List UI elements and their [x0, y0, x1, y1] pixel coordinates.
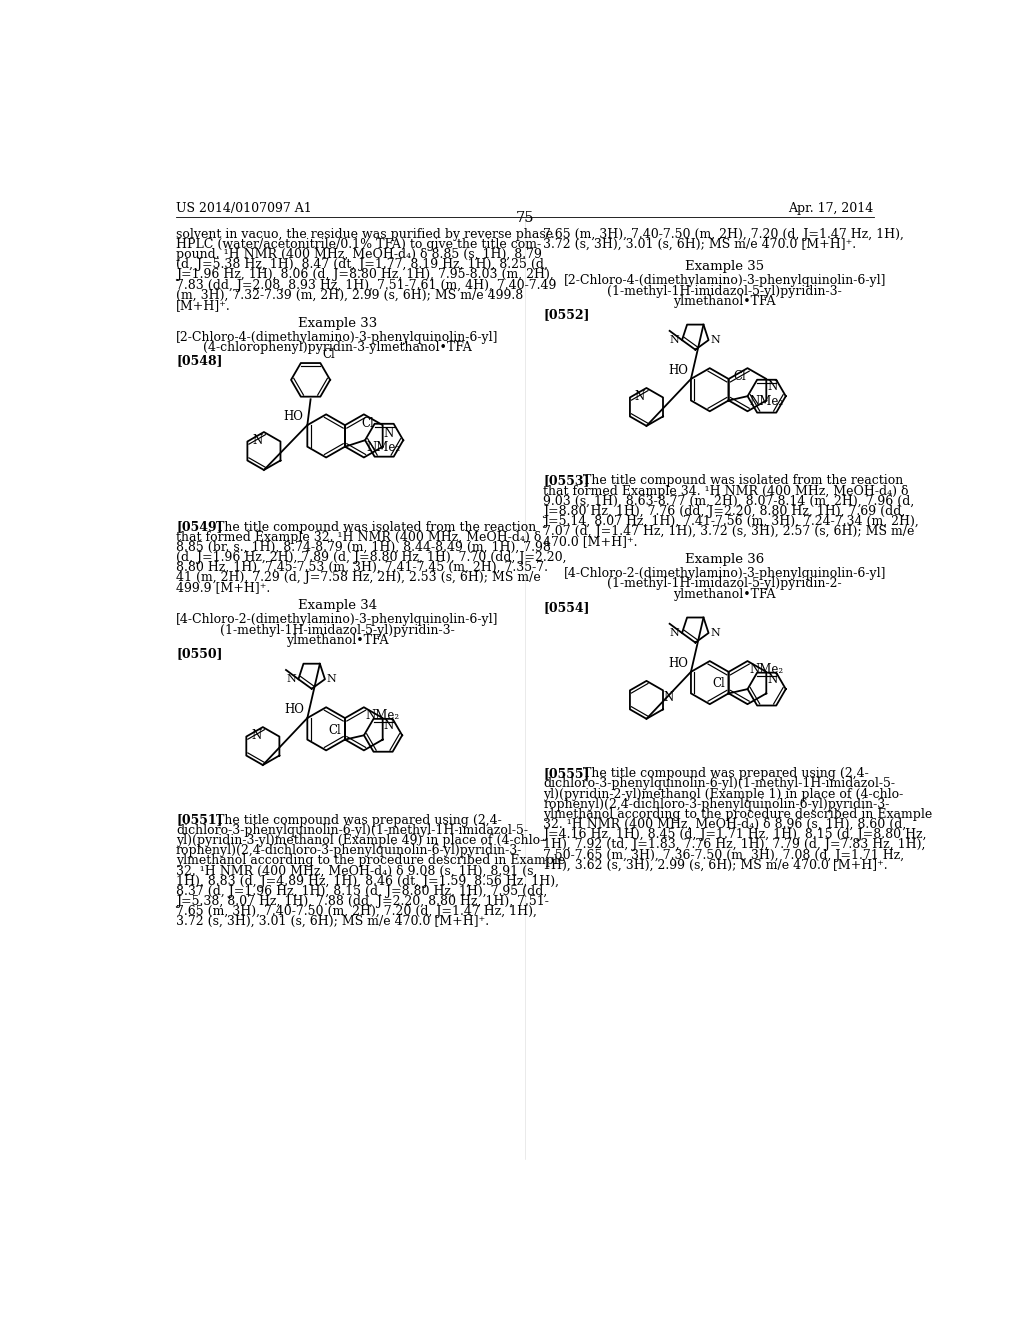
Text: 7.65 (m, 3H), 7.40-7.50 (m, 2H), 7.20 (d, J=1.47 Hz, 1H),: 7.65 (m, 3H), 7.40-7.50 (m, 2H), 7.20 (d…	[176, 906, 537, 917]
Text: that formed Example 34. ¹H NMR (400 MHz, MeOH-d₄) δ: that formed Example 34. ¹H NMR (400 MHz,…	[544, 484, 909, 498]
Text: [4-Chloro-2-(dimethylamino)-3-phenylquinolin-6-yl]: [4-Chloro-2-(dimethylamino)-3-phenylquin…	[563, 568, 886, 581]
Text: 1H), 7.92 (td, J=1.83, 7.76 Hz, 1H), 7.79 (d, J=7.83 Hz, 1H),: 1H), 7.92 (td, J=1.83, 7.76 Hz, 1H), 7.7…	[544, 838, 926, 851]
Text: HO: HO	[284, 409, 303, 422]
Text: ylmethanol•TFA: ylmethanol•TFA	[286, 634, 388, 647]
Text: ylmethanol according to the procedure described in Example: ylmethanol according to the procedure de…	[176, 854, 565, 867]
Text: 32. ¹H NMR (400 MHz, MeOH-d₄) δ 8.96 (s, 1H), 8.60 (d,: 32. ¹H NMR (400 MHz, MeOH-d₄) δ 8.96 (s,…	[544, 818, 906, 832]
Text: N: N	[251, 729, 261, 742]
Text: The title compound was isolated from the reaction: The title compound was isolated from the…	[567, 474, 903, 487]
Text: N: N	[383, 426, 393, 440]
Text: The title compound was prepared using (2,4-: The title compound was prepared using (2…	[567, 767, 868, 780]
Text: (d, J=5.38 Hz, 1H), 8.47 (dt, J=1.77, 8.19 Hz, 1H), 8.25 (d,: (d, J=5.38 Hz, 1H), 8.47 (dt, J=1.77, 8.…	[176, 259, 548, 271]
Text: [4-Chloro-2-(dimethylamino)-3-phenylquinolin-6-yl]: [4-Chloro-2-(dimethylamino)-3-phenylquin…	[176, 614, 499, 627]
Text: [2-Chloro-4-(dimethylamino)-3-phenylquinolin-6-yl]: [2-Chloro-4-(dimethylamino)-3-phenylquin…	[176, 331, 499, 343]
Text: yl)(pyridin-2-yl)methanol (Example 1) in place of (4-chlo-: yl)(pyridin-2-yl)methanol (Example 1) in…	[544, 788, 903, 801]
Text: US 2014/0107097 A1: US 2014/0107097 A1	[176, 202, 311, 215]
Text: 499.9 [M+H]⁺.: 499.9 [M+H]⁺.	[176, 582, 270, 594]
Text: N: N	[767, 380, 777, 392]
Text: 9.03 (s, 1H), 8.63-8.77 (m, 2H), 8.07-8.14 (m, 2H), 7.96 (d,: 9.03 (s, 1H), 8.63-8.77 (m, 2H), 8.07-8.…	[544, 495, 914, 508]
Text: (m, 3H), 7.32-7.39 (m, 2H), 2.99 (s, 6H); MS m/e 499.8: (m, 3H), 7.32-7.39 (m, 2H), 2.99 (s, 6H)…	[176, 289, 523, 302]
Text: J=1.96 Hz, 1H), 8.06 (d, J=8.80 Hz, 1H), 7.95-8.03 (m, 2H),: J=1.96 Hz, 1H), 8.06 (d, J=8.80 Hz, 1H),…	[176, 268, 554, 281]
Text: The title compound was isolated from the reaction: The title compound was isolated from the…	[200, 520, 536, 533]
Text: 32. ¹H NMR (400 MHz, MeOH-d₄) δ 9.08 (s, 1H), 8.91 (s,: 32. ¹H NMR (400 MHz, MeOH-d₄) δ 9.08 (s,…	[176, 865, 538, 878]
Text: 3.72 (s, 3H), 3.01 (s, 6H); MS m/e 470.0 [M+H]⁺.: 3.72 (s, 3H), 3.01 (s, 6H); MS m/e 470.0…	[176, 915, 489, 928]
Text: that formed Example 32. ¹H NMR (400 MHz, MeOH-d₄) δ: that formed Example 32. ¹H NMR (400 MHz,…	[176, 531, 542, 544]
Text: NMe₂: NMe₂	[749, 663, 783, 676]
Text: solvent in vacuo, the residue was purified by reverse phase: solvent in vacuo, the residue was purifi…	[176, 227, 553, 240]
Text: yl)(pyridin-3-yl)methanol (Example 49) in place of (4-chlo-: yl)(pyridin-3-yl)methanol (Example 49) i…	[176, 834, 545, 847]
Text: [0551]: [0551]	[176, 813, 222, 826]
Text: [0549]: [0549]	[176, 520, 222, 533]
Text: Cl: Cl	[712, 677, 725, 690]
Text: 470.0 [M+H]⁺.: 470.0 [M+H]⁺.	[544, 536, 638, 548]
Text: Example 33: Example 33	[298, 317, 377, 330]
Text: N: N	[710, 335, 720, 345]
Text: J=4.16 Hz, 1H), 8.45 (d, J=1.71 Hz, 1H), 8.15 (d, J=8.80 Hz,: J=4.16 Hz, 1H), 8.45 (d, J=1.71 Hz, 1H),…	[544, 829, 927, 841]
Text: NMe₂: NMe₂	[367, 441, 400, 454]
Text: HPLC (water/acetonitrile/0.1% TFA) to give the title com-: HPLC (water/acetonitrile/0.1% TFA) to gi…	[176, 238, 541, 251]
Text: N: N	[710, 628, 720, 638]
Text: [M+H]⁺.: [M+H]⁺.	[176, 298, 230, 312]
Text: HO: HO	[668, 656, 688, 669]
Text: 41 (m, 2H), 7.29 (d, J=7.58 Hz, 2H), 2.53 (s, 6H); MS m/e: 41 (m, 2H), 7.29 (d, J=7.58 Hz, 2H), 2.5…	[176, 572, 541, 585]
Text: (d, J=1.96 Hz, 2H), 7.89 (d, J=8.80 Hz, 1H), 7.70 (dd, J=2.20,: (d, J=1.96 Hz, 2H), 7.89 (d, J=8.80 Hz, …	[176, 552, 566, 564]
Text: HO: HO	[668, 363, 688, 376]
Text: [0552]: [0552]	[544, 308, 590, 321]
Text: (1-methyl-1H-imidazol-5-yl)pyridin-2-: (1-methyl-1H-imidazol-5-yl)pyridin-2-	[607, 577, 842, 590]
Text: N: N	[327, 675, 336, 684]
Text: 7.65 (m, 3H), 7.40-7.50 (m, 2H), 7.20 (d, J=1.47 Hz, 1H),: 7.65 (m, 3H), 7.40-7.50 (m, 2H), 7.20 (d…	[544, 227, 904, 240]
Text: N: N	[252, 433, 262, 446]
Text: Example 34: Example 34	[298, 599, 377, 612]
Text: J=8.80 Hz, 1H), 7.76 (dd, J=2.20, 8.80 Hz, 1H), 7.69 (dd,: J=8.80 Hz, 1H), 7.76 (dd, J=2.20, 8.80 H…	[544, 506, 905, 517]
Text: dichloro-3-phenylquinolin-6-yl)(1-methyl-1H-imidazol-5-: dichloro-3-phenylquinolin-6-yl)(1-methyl…	[544, 777, 895, 791]
Text: (1-methyl-1H-imidazol-5-yl)pyridin-3-: (1-methyl-1H-imidazol-5-yl)pyridin-3-	[220, 623, 455, 636]
Text: ylmethanol•TFA: ylmethanol•TFA	[674, 294, 776, 308]
Text: 7.50-7.65 (m, 3H), 7.36-7.50 (m, 3H), 7.08 (d, J=1.71 Hz,: 7.50-7.65 (m, 3H), 7.36-7.50 (m, 3H), 7.…	[544, 849, 904, 862]
Text: ylmethanol according to the procedure described in Example: ylmethanol according to the procedure de…	[544, 808, 933, 821]
Text: 1H), 8.83 (d, J=4.89 Hz, 1H), 8.46 (dt, J=1.59, 8.56 Hz, 1H),: 1H), 8.83 (d, J=4.89 Hz, 1H), 8.46 (dt, …	[176, 875, 559, 887]
Text: J=5.14, 8.07 Hz, 1H), 7.41-7.56 (m, 3H), 7.24-7.34 (m, 2H),: J=5.14, 8.07 Hz, 1H), 7.41-7.56 (m, 3H),…	[544, 515, 920, 528]
Text: [0550]: [0550]	[176, 647, 222, 660]
Text: 8.85 (br. s., 1H), 8.74-8.79 (m, 1H), 8.44-8.49 (m, 1H), 7.98: 8.85 (br. s., 1H), 8.74-8.79 (m, 1H), 8.…	[176, 541, 551, 554]
Text: [0554]: [0554]	[544, 601, 590, 614]
Text: [2-Chloro-4-(dimethylamino)-3-phenylquinolin-6-yl]: [2-Chloro-4-(dimethylamino)-3-phenylquin…	[563, 275, 886, 288]
Text: 1H), 3.62 (s, 3H), 2.99 (s, 6H); MS m/e 470.0 [M+H]⁺.: 1H), 3.62 (s, 3H), 2.99 (s, 6H); MS m/e …	[544, 859, 888, 871]
Text: Cl: Cl	[329, 723, 341, 737]
Text: [0553]: [0553]	[544, 474, 590, 487]
Text: 3.72 (s, 3H), 3.01 (s, 6H); MS m/e 470.0 [M+H]⁺.: 3.72 (s, 3H), 3.01 (s, 6H); MS m/e 470.0…	[544, 238, 856, 251]
Text: N: N	[664, 692, 674, 704]
Text: Cl: Cl	[733, 371, 745, 383]
Text: 8.80 Hz, 1H), 7.45-7.53 (m, 3H), 7.41-7.45 (m, 2H), 7.35-7.: 8.80 Hz, 1H), 7.45-7.53 (m, 3H), 7.41-7.…	[176, 561, 548, 574]
Text: N: N	[670, 628, 680, 638]
Text: pound. ¹H NMR (400 MHz, MeOH-d₄) δ 8.85 (s, 1H), 8.79: pound. ¹H NMR (400 MHz, MeOH-d₄) δ 8.85 …	[176, 248, 542, 261]
Text: Example 35: Example 35	[685, 260, 764, 273]
Text: rophenyl)(2,4-dichloro-3-phenylquinolin-6-yl)pyridin-3-: rophenyl)(2,4-dichloro-3-phenylquinolin-…	[544, 797, 890, 810]
Text: [0548]: [0548]	[176, 354, 222, 367]
Text: 7.07 (d, J=1.47 Hz, 1H), 3.72 (s, 3H), 2.57 (s, 6H); MS m/e: 7.07 (d, J=1.47 Hz, 1H), 3.72 (s, 3H), 2…	[544, 525, 914, 539]
Text: rophenyl)(2,4-dichloro-3-phenylquinolin-6-yl)pyridin-3-: rophenyl)(2,4-dichloro-3-phenylquinolin-…	[176, 843, 522, 857]
Text: Example 36: Example 36	[685, 553, 764, 566]
Text: N: N	[287, 675, 296, 684]
Text: N: N	[670, 335, 680, 345]
Text: N: N	[383, 719, 393, 731]
Text: 7.83 (dd, J=2.08, 8.93 Hz, 1H), 7.51-7.61 (m, 4H), 7.40-7.49: 7.83 (dd, J=2.08, 8.93 Hz, 1H), 7.51-7.6…	[176, 279, 556, 292]
Text: NMe₂: NMe₂	[750, 395, 784, 408]
Text: J=5.38, 8.07 Hz, 1H), 7.88 (dd, J=2.20, 8.80 Hz, 1H), 7.51-: J=5.38, 8.07 Hz, 1H), 7.88 (dd, J=2.20, …	[176, 895, 549, 908]
Text: HO: HO	[285, 702, 304, 715]
Text: N: N	[767, 673, 777, 685]
Text: Apr. 17, 2014: Apr. 17, 2014	[788, 202, 873, 215]
Text: ylmethanol•TFA: ylmethanol•TFA	[674, 587, 776, 601]
Text: [0555]: [0555]	[544, 767, 590, 780]
Text: dichloro-3-phenylquinolin-6-yl)(1-methyl-1H-imidazol-5-: dichloro-3-phenylquinolin-6-yl)(1-methyl…	[176, 824, 528, 837]
Text: NMe₂: NMe₂	[366, 709, 399, 722]
Text: 75: 75	[515, 211, 535, 224]
Text: (4-chlorophenyl)pyridin-3-ylmethanol•TFA: (4-chlorophenyl)pyridin-3-ylmethanol•TFA	[203, 341, 472, 354]
Text: Cl: Cl	[361, 417, 375, 430]
Text: (1-methyl-1H-imidazol-5-yl)pyridin-3-: (1-methyl-1H-imidazol-5-yl)pyridin-3-	[607, 285, 842, 297]
Text: The title compound was prepared using (2,4-: The title compound was prepared using (2…	[200, 813, 502, 826]
Text: N: N	[635, 389, 645, 403]
Text: Cl: Cl	[322, 348, 335, 362]
Text: 8.37 (d, J=1.96 Hz, 1H), 8.15 (d, J=8.80 Hz, 1H), 7.95 (dd,: 8.37 (d, J=1.96 Hz, 1H), 8.15 (d, J=8.80…	[176, 884, 547, 898]
